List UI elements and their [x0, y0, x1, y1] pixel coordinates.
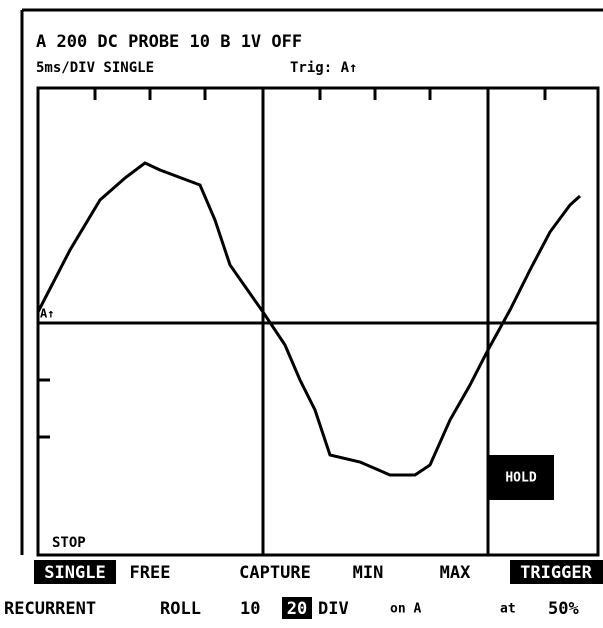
- softkey[interactable]: SINGLE: [44, 563, 105, 583]
- option[interactable]: 20: [287, 599, 307, 619]
- header-line: A 200 DC PROBE 10 B 1V OFF: [36, 32, 302, 52]
- option: DIV: [318, 599, 349, 619]
- scope-screen: A 200 DC PROBE 10 B 1V OFF 5ms/DIV SINGL…: [0, 0, 603, 628]
- page: A 200 DC PROBE 10 B 1V OFF 5ms/DIV SINGL…: [0, 0, 603, 628]
- option[interactable]: 10: [240, 599, 260, 619]
- softkey[interactable]: TRIGGER: [520, 563, 592, 583]
- option[interactable]: 50%: [548, 599, 579, 619]
- softkey[interactable]: MIN: [353, 563, 384, 583]
- option: at: [500, 602, 516, 617]
- trigger-marker: A↑: [40, 307, 54, 321]
- option[interactable]: ROLL: [160, 599, 201, 619]
- option: on A: [390, 602, 421, 617]
- trigger-info: Trig: A↑: [290, 60, 357, 76]
- softkey[interactable]: MAX: [440, 563, 471, 583]
- option[interactable]: RECURRENT: [4, 599, 96, 619]
- softkey[interactable]: CAPTURE: [239, 563, 311, 583]
- softkey[interactable]: FREE: [130, 563, 171, 583]
- status: STOP: [52, 535, 86, 551]
- hold-badge: HOLD: [505, 471, 536, 486]
- timebase: 5ms/DIV SINGLE: [36, 60, 154, 76]
- background: [0, 0, 603, 628]
